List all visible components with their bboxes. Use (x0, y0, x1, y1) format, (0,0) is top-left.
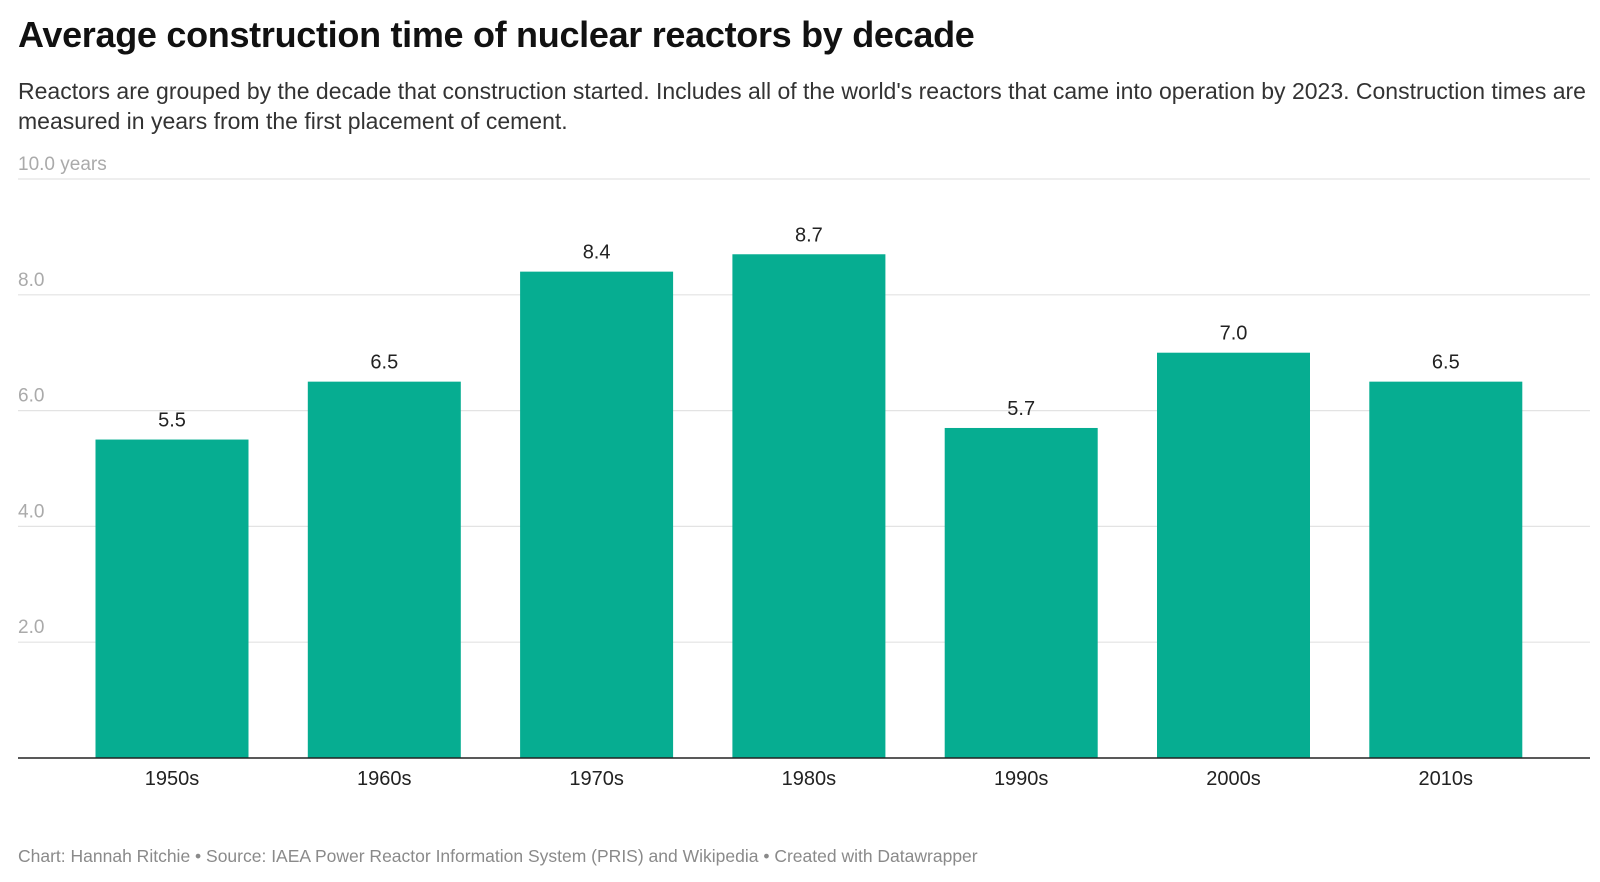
y-tick-label: 10.0 years (18, 154, 107, 175)
x-axis-ticks: 1950s 1960s 1970s 1980s 1990s 2000s 2010s (145, 768, 1473, 790)
y-tick-label: 6.0 (18, 386, 44, 407)
y-tick-label: 4.0 (18, 501, 44, 522)
x-tick-label-1960s: 1960s (357, 768, 412, 790)
chart-subtitle: Reactors are grouped by the decade that … (18, 78, 1586, 134)
bars (95, 254, 1523, 758)
chart-title: Average construction time of nuclear rea… (18, 14, 975, 55)
value-label-1970s: 8.4 (583, 242, 611, 264)
x-tick-label-1980s: 1980s (782, 768, 837, 790)
bar-1970s (520, 271, 674, 758)
value-label-1960s: 6.5 (370, 352, 398, 374)
y-tick-label: 8.0 (18, 270, 44, 291)
bar-1990s (944, 427, 1098, 758)
value-label-1980s: 8.7 (795, 224, 823, 246)
y-tick-label: 2.0 (18, 617, 44, 638)
bar-1960s (307, 381, 461, 758)
bar-2010s (1369, 381, 1523, 758)
bar-1980s (732, 254, 886, 758)
x-tick-label-1950s: 1950s (145, 768, 200, 790)
y-axis-ticks: 2.0 4.0 6.0 8.0 10.0 years (18, 154, 107, 638)
chart-footer: Chart: Hannah Ritchie • Source: IAEA Pow… (18, 846, 978, 866)
bar-1950s (95, 439, 249, 758)
value-label-2010s: 6.5 (1432, 352, 1460, 374)
value-label-1950s: 5.5 (158, 410, 186, 432)
x-tick-label-1970s: 1970s (569, 768, 624, 790)
x-tick-label-1990s: 1990s (994, 768, 1049, 790)
value-label-1990s: 5.7 (1007, 398, 1035, 420)
value-label-2000s: 7.0 (1220, 323, 1248, 345)
bar-chart: 5.5 6.5 8.4 8.7 5.7 7.0 6.5 1950s 1960s 1970s 198… (18, 154, 1590, 790)
x-tick-label-2010s: 2010s (1419, 768, 1474, 790)
bar-2000s (1157, 352, 1310, 758)
value-labels: 5.5 6.5 8.4 8.7 5.7 7.0 6.5 (158, 224, 1460, 431)
x-tick-label-2000s: 2000s (1206, 768, 1261, 790)
